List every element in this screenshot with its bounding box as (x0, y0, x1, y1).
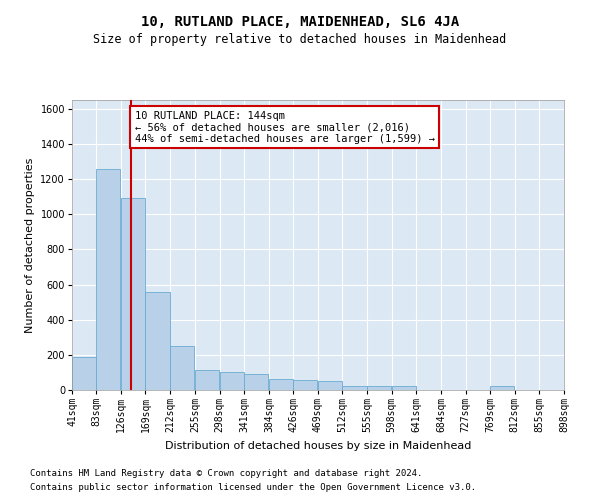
Text: Contains HM Land Registry data © Crown copyright and database right 2024.: Contains HM Land Registry data © Crown c… (30, 468, 422, 477)
Bar (269, 378, 293, 390)
Text: 10, RUTLAND PLACE, MAIDENHEAD, SL6 4JA: 10, RUTLAND PLACE, MAIDENHEAD, SL6 4JA (141, 15, 459, 29)
Text: Contains public sector information licensed under the Open Government Licence v3: Contains public sector information licen… (30, 484, 476, 492)
Bar (72, 356, 96, 390)
Bar (293, 380, 317, 390)
Y-axis label: Number of detached properties: Number of detached properties (25, 158, 35, 332)
Bar (343, 386, 367, 390)
Bar (244, 374, 268, 390)
Bar (96, 168, 120, 390)
Bar (318, 381, 342, 390)
X-axis label: Distribution of detached houses by size in Maidenhead: Distribution of detached houses by size … (165, 440, 471, 450)
Bar (490, 386, 514, 390)
Text: 10 RUTLAND PLACE: 144sqm
← 56% of detached houses are smaller (2,016)
44% of sem: 10 RUTLAND PLACE: 144sqm ← 56% of detach… (134, 110, 434, 144)
Bar (392, 386, 416, 390)
Bar (121, 198, 145, 390)
Text: Size of property relative to detached houses in Maidenhead: Size of property relative to detached ho… (94, 32, 506, 46)
Bar (367, 386, 391, 390)
Bar (195, 370, 219, 390)
Bar (220, 372, 244, 390)
Bar (145, 292, 170, 390)
Bar (170, 346, 194, 390)
